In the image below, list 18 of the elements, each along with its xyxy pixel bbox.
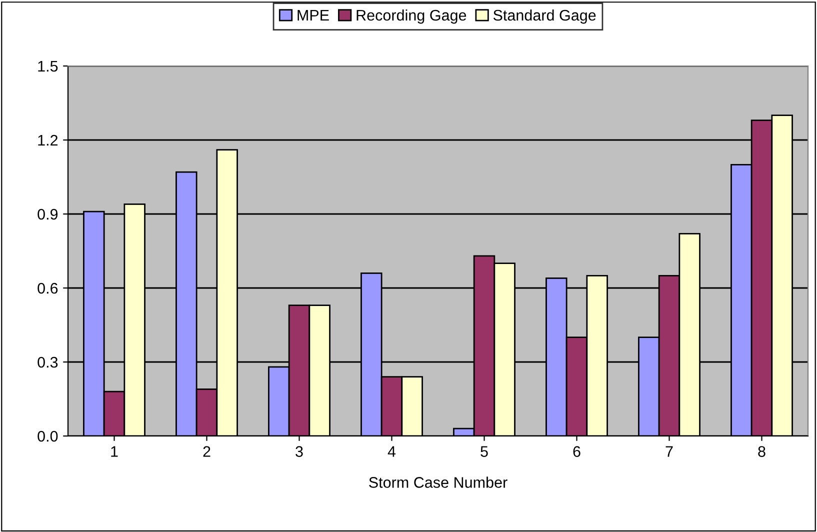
y-tick-label: 0.0 [38, 430, 58, 442]
y-tick-label: 0.3 [38, 356, 58, 368]
x-tick-label: 5 [480, 446, 488, 457]
legend-label: Standard Gage [493, 9, 596, 24]
legend-label: MPE [298, 10, 329, 21]
x-tick-label: 8 [758, 446, 766, 457]
x-tick-label: 2 [203, 446, 210, 457]
x-tick-label: 3 [296, 446, 303, 457]
x-tick-label: 1 [111, 446, 118, 457]
y-tick-label: 1.2 [38, 134, 58, 146]
x-tick-label: 4 [388, 446, 396, 457]
x-tick-label: 7 [666, 446, 673, 457]
x-axis-title: Storm Case Number [369, 476, 508, 488]
y-tick-label: 0.6 [38, 282, 58, 294]
legend-label: Recording Gage [356, 9, 466, 24]
y-tick-label: 0.9 [38, 208, 58, 220]
x-tick-label: 6 [573, 446, 580, 457]
y-tick-label: 1.5 [38, 61, 58, 72]
